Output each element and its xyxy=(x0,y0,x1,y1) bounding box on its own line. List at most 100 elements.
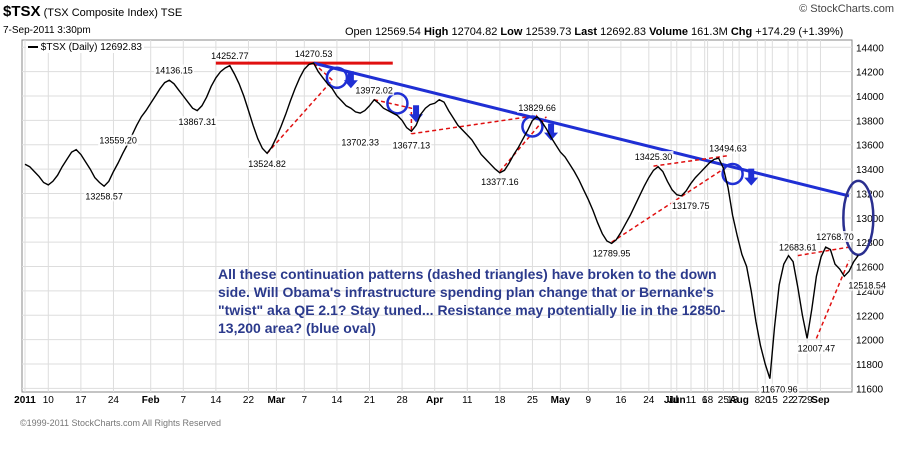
pattern-line xyxy=(374,98,413,134)
price-label: 14252.77 xyxy=(211,51,249,61)
breakdown-circle xyxy=(521,115,544,138)
price-label-bg xyxy=(777,241,818,253)
last-label: Last xyxy=(574,26,598,38)
stockcharts-logo: © StockCharts.com xyxy=(799,3,894,15)
y-axis: 1160011800120001220012400126001280013000… xyxy=(856,43,884,395)
price-label: 13179.75 xyxy=(672,201,710,211)
price-line xyxy=(24,62,859,379)
quote-line: Open 12569.54 High 12704.82 Low 12539.73… xyxy=(345,26,843,38)
price-label-bg xyxy=(815,230,856,242)
x-tick-label: 27 xyxy=(792,395,804,406)
x-tick-label: 20 xyxy=(760,395,772,406)
chg-value: +174.29 (+1.39%) xyxy=(755,26,844,38)
footer-copyright: ©1999-2011 StockCharts.com All Rights Re… xyxy=(20,418,222,428)
price-label-bg xyxy=(153,64,194,76)
x-tick-label: Feb xyxy=(142,395,160,406)
y-tick-label: 12200 xyxy=(856,311,884,322)
x-tick-label: Sep xyxy=(811,395,829,406)
price-label: 14270.53 xyxy=(295,49,333,59)
date-stamp: 7-Sep-2011 3:30pm xyxy=(3,25,91,36)
x-tick-label: 18 xyxy=(494,395,506,406)
pattern-line xyxy=(653,154,729,167)
price-label: 14136.15 xyxy=(155,65,193,75)
x-tick-label: 11 xyxy=(462,395,473,406)
pattern-line xyxy=(815,260,850,339)
x-tick-label: Mar xyxy=(267,395,285,406)
volume-label: Volume xyxy=(649,26,688,38)
price-label: 13559.20 xyxy=(99,136,137,146)
x-tick-label: 28 xyxy=(397,395,409,406)
y-tick-label: 14200 xyxy=(856,68,884,79)
plot-frame xyxy=(21,39,853,393)
x-tick-label: 29 xyxy=(802,395,814,406)
x-tick-label: Apr xyxy=(426,395,443,406)
price-label: 12683.61 xyxy=(779,242,817,252)
x-tick-label: 7 xyxy=(302,395,308,406)
pattern-line xyxy=(266,62,334,154)
x-tick-label: 24 xyxy=(108,395,120,406)
price-label-bg xyxy=(670,199,711,211)
legend: $TSX (Daily) 12692.83 xyxy=(26,42,144,53)
price-label: 12518.54 xyxy=(848,280,886,290)
x-tick-label: May xyxy=(551,395,571,406)
annotation-text: All these continuation patterns (dashed … xyxy=(218,266,726,336)
x-tick-label: 25 xyxy=(718,395,730,406)
price-label: 13524.82 xyxy=(248,159,286,169)
x-tick-label: Jun xyxy=(668,395,686,406)
breakdown-circle xyxy=(325,66,349,90)
y-tick-label: 14400 xyxy=(856,43,884,54)
legend-swatch xyxy=(28,46,38,49)
overlays xyxy=(215,61,875,339)
x-tick-label: 9 xyxy=(586,395,592,406)
x-tick-label: 8 xyxy=(755,395,761,406)
x-axis: 2011 10 17 24 Feb 7 14 22 Mar 7 14 21 28 Apr 11 18 25 May… xyxy=(14,395,829,406)
downtrend-line xyxy=(313,61,850,198)
price-label: 13829.66 xyxy=(518,103,556,113)
price-label-bg xyxy=(847,279,888,291)
price-label-bg xyxy=(354,84,395,96)
price-label-bg xyxy=(209,50,250,62)
x-tick-label: 10 xyxy=(43,395,55,406)
open-value: 12569.54 xyxy=(374,26,421,38)
x-tick-label: 15 xyxy=(767,395,779,406)
down-arrow-marker xyxy=(544,123,559,141)
price-label: 12768.70 xyxy=(816,232,854,242)
price-label-bg xyxy=(633,151,674,163)
x-tick-label: 14 xyxy=(331,395,343,406)
x-tick-label: 11 xyxy=(686,395,697,406)
price-label-bg xyxy=(391,139,432,151)
price-label-bg xyxy=(98,134,139,146)
low-label: Low xyxy=(500,26,523,38)
price-label: 13377.16 xyxy=(481,177,519,187)
price-label: 13972.02 xyxy=(355,85,393,95)
down-arrow-marker xyxy=(744,168,759,186)
volume-value: 161.3M xyxy=(691,26,728,38)
breakdown-circle xyxy=(386,92,409,115)
price-label-bg xyxy=(84,190,125,202)
y-tick-label: 13400 xyxy=(856,165,884,176)
x-tick-label: 17 xyxy=(75,395,87,406)
x-tick-label: 24 xyxy=(643,395,655,406)
x-tick-label: 14 xyxy=(210,395,222,406)
y-tick-label: 11800 xyxy=(856,360,884,371)
y-tick-label: 12400 xyxy=(856,287,884,298)
resistance-oval xyxy=(842,179,875,257)
price-label-bg xyxy=(796,342,837,354)
price-label-bg xyxy=(293,48,334,60)
chg-label: Chg xyxy=(730,26,753,38)
x-tick-label: 16 xyxy=(615,395,627,406)
price-label: 13425.30 xyxy=(635,152,673,162)
legend-label: $TSX (Daily) 12692.83 xyxy=(40,42,142,53)
price-label-bg xyxy=(177,116,218,128)
x-tick-label: 25 xyxy=(527,395,539,406)
exchange: TSE xyxy=(160,7,183,19)
y-tick-label: 12000 xyxy=(856,336,884,347)
price-label: 13258.57 xyxy=(85,191,123,201)
x-tick-label: 2011 xyxy=(14,395,36,406)
grid xyxy=(22,40,852,392)
price-label: 12789.95 xyxy=(593,248,631,258)
y-tick-label: 13000 xyxy=(856,214,884,225)
chart-title-line: $TSX (TSX Composite Index) TSE xyxy=(3,3,182,20)
